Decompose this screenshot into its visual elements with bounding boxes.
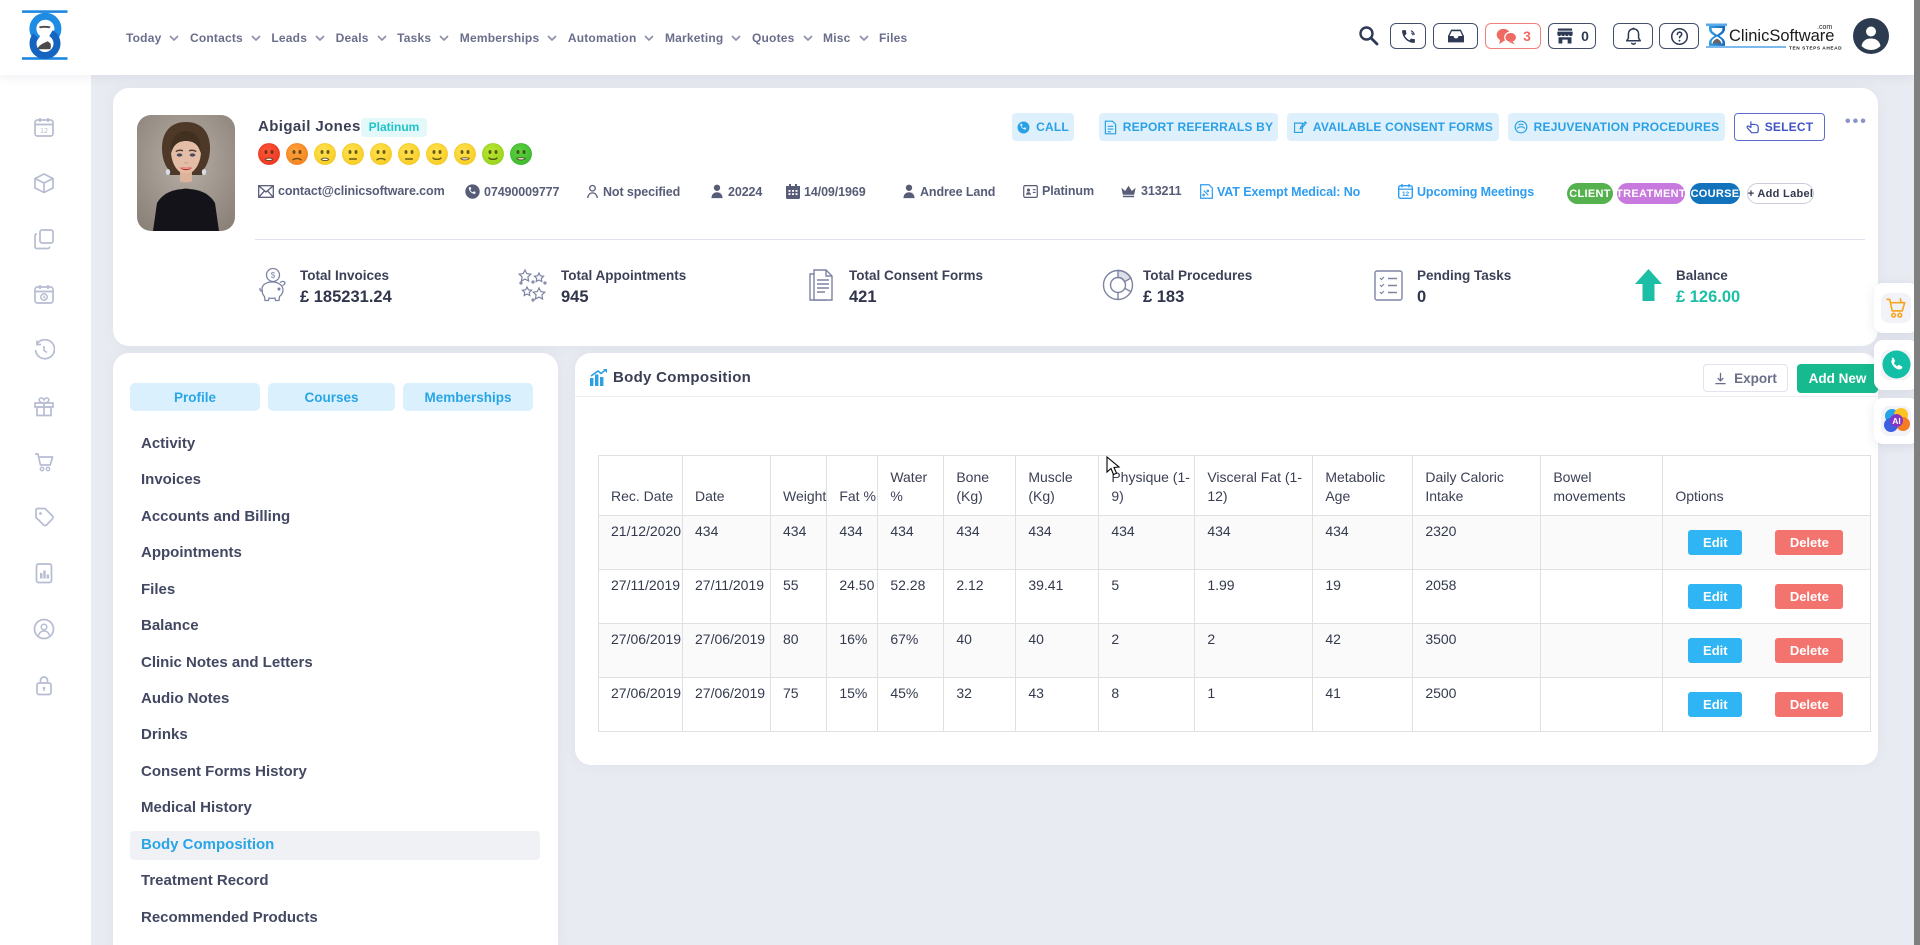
- svg-text:12: 12: [1402, 191, 1410, 198]
- svg-text:AI: AI: [1892, 416, 1901, 426]
- svg-text:$: $: [271, 271, 276, 280]
- svg-text:TEN STEPS AHEAD: TEN STEPS AHEAD: [1789, 46, 1842, 52]
- svg-text:12: 12: [40, 128, 48, 135]
- svg-text:ClinicSoftware: ClinicSoftware: [1729, 27, 1834, 45]
- svg-text:.com: .com: [1817, 24, 1832, 31]
